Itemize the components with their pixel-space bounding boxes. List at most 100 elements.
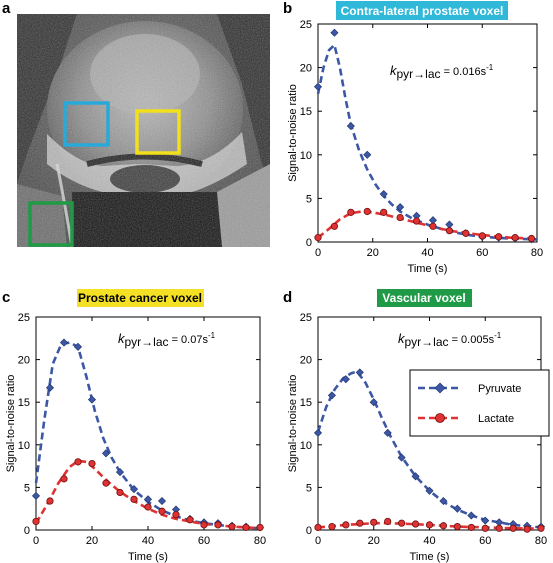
chart-c-rate-annotation: kpyr→lac = 0.07s-1 xyxy=(118,331,216,349)
chart-d-title-badge xyxy=(377,289,472,307)
chart-b-ytick-label: 5 xyxy=(306,193,312,205)
chart-c-lac-point xyxy=(32,517,40,526)
chart-b-lac-point xyxy=(396,213,404,222)
chart-c-pyr-point xyxy=(45,383,55,392)
chart-d-legend-pyr-label: Pyruvate xyxy=(478,383,521,395)
chart-c-pyr-point xyxy=(31,491,41,500)
chart-d-lac-point xyxy=(328,522,336,531)
chart-d-ytick-label: 10 xyxy=(300,440,312,452)
chart-c-lac-point xyxy=(130,495,138,503)
chart-d-xtick-label: 40 xyxy=(423,535,435,547)
chart-c-ytick-label: 25 xyxy=(18,312,30,324)
chart-b-lac-point xyxy=(314,234,322,242)
chart-b-xtick-label: 60 xyxy=(476,247,488,259)
panel-label-d: d xyxy=(283,289,293,306)
chart-d-lac-point xyxy=(439,522,448,530)
chart-c-lac-point xyxy=(46,497,54,505)
chart-c-xtick-label: 60 xyxy=(198,535,210,547)
chart-b-ylabel: Signal-to-noise ratio xyxy=(287,84,299,182)
chart-c-xtick-label: 20 xyxy=(86,535,98,547)
chart-b-xtick-label: 80 xyxy=(531,247,543,259)
chart-d-legend-box xyxy=(409,369,550,437)
chart-d-pyr-point xyxy=(411,472,420,481)
chart-c-lac-point xyxy=(228,522,236,531)
panel-label-a: a xyxy=(2,0,11,17)
chart-c-pyr-point xyxy=(101,449,111,458)
chart-b-lac-point xyxy=(478,232,486,240)
chart-d-pyr-point xyxy=(453,504,462,513)
chart-d-lac-point xyxy=(356,519,364,527)
chart-c-pyr-point xyxy=(73,342,83,351)
chart-b-ytick-label: 10 xyxy=(300,150,312,162)
chart-d-pyr-point xyxy=(355,368,364,377)
chart-d-lac-point xyxy=(370,518,378,526)
chart-c-xtick-label: 80 xyxy=(254,535,266,547)
chart-c-ytick-label: 15 xyxy=(18,397,30,409)
chart-d-pyr-point xyxy=(439,497,448,506)
chart-b-lac-point xyxy=(445,227,453,235)
chart-d-lac-point xyxy=(537,524,545,532)
chart-b-lac-point xyxy=(462,229,470,237)
chart-b-pyr-point xyxy=(363,150,372,159)
chart-d-xtick-label: 0 xyxy=(315,535,321,547)
chart-b-lac-point xyxy=(380,208,388,216)
chart-c-title: Prostate cancer voxel xyxy=(78,291,202,305)
chart-c-xlabel: Time (s) xyxy=(128,551,168,563)
chart-b-ytick-label: 25 xyxy=(300,19,312,31)
chart-d-xlabel: Time (s) xyxy=(410,551,450,563)
chart-c-lac-point xyxy=(172,511,180,519)
chart-d-lac-point xyxy=(425,521,434,529)
chart-c-lac-point xyxy=(158,507,166,515)
chart-c-pyr-point xyxy=(143,495,153,504)
chart-d-ylabel: Signal-to-noise ratio xyxy=(287,375,299,473)
chart-b-pyr-point xyxy=(346,121,355,131)
mri-image xyxy=(17,14,270,247)
roi-box-vascular xyxy=(28,201,74,247)
chart-d-xtick-label: 20 xyxy=(368,535,380,547)
chart-c-ytick-label: 20 xyxy=(18,355,30,367)
chart-b-pyr-point xyxy=(313,82,323,91)
chart-d-lac-point xyxy=(314,523,322,532)
chart-c-pyr-point xyxy=(87,395,97,404)
chart-c-lac-point xyxy=(102,479,110,487)
chart-d-vascular: Vascular voxel 0 20 40 60 80 0 5 10 15 20 25 Time (… xyxy=(287,289,550,563)
chart-b-title: Contra-lateral prostate voxel xyxy=(341,4,504,18)
chart-c-xtick-label: 0 xyxy=(33,535,39,547)
chart-c-title-badge xyxy=(77,289,204,307)
chart-d-lac-point xyxy=(481,524,489,532)
chart-d-lac-point xyxy=(467,523,475,532)
chart-c-lac-point xyxy=(186,516,194,524)
chart-b-lac-point xyxy=(363,207,371,216)
chart-b-pyr-point xyxy=(379,190,388,199)
chart-c-lac-point xyxy=(88,459,96,468)
chart-d-legend-lac-label: Lactate xyxy=(478,413,514,425)
chart-d-ytick-label: 25 xyxy=(300,312,312,324)
chart-b-xlabel: Time (s) xyxy=(408,263,448,275)
chart-c-lac-point xyxy=(116,488,124,497)
chart-d-pyr-point xyxy=(481,516,490,525)
chart-d-lac-point xyxy=(398,519,406,527)
chart-b-pyr-point xyxy=(330,28,339,37)
chart-b-xtick-label: 20 xyxy=(367,247,379,259)
chart-d-legend-lac-marker xyxy=(435,413,445,423)
chart-d-lac-point xyxy=(342,521,350,529)
chart-c-ylabel: Signal-to-noise ratio xyxy=(5,375,17,473)
chart-d-lac-point xyxy=(384,517,392,526)
chart-d-pyr-point xyxy=(467,511,476,520)
chart-d-legend-pyr-marker xyxy=(434,382,446,394)
chart-c-lac-point xyxy=(60,475,68,483)
chart-c-lac-fit-line xyxy=(34,459,261,530)
mri-image-drawing xyxy=(17,14,270,247)
chart-c-ytick-label: 5 xyxy=(24,482,30,494)
chart-b-lac-fit-line xyxy=(317,210,538,241)
chart-d-ytick-label: 15 xyxy=(300,397,312,409)
chart-c-pyr-point xyxy=(59,338,69,347)
chart-c-pyr-point xyxy=(157,497,167,506)
chart-c-xtick-label: 40 xyxy=(142,535,154,547)
panel-label-b: b xyxy=(283,0,293,17)
chart-d-ytick-label: 20 xyxy=(300,355,312,367)
roi-box-prostate-cancer xyxy=(135,109,181,155)
chart-d-pyr-point xyxy=(369,398,378,407)
chart-b-lac-point xyxy=(412,217,421,225)
chart-d-rate-annotation: kpyr→lac = 0.005s-1 xyxy=(398,331,502,349)
